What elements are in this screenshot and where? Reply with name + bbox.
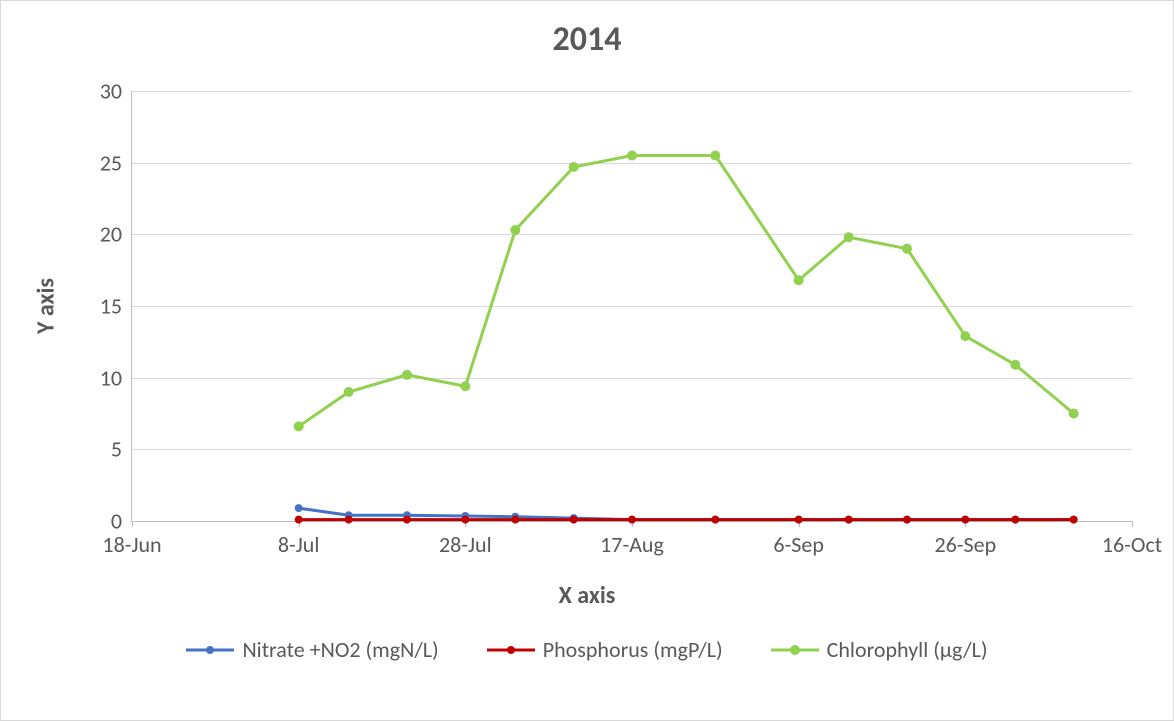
- x-tick-label: 28-Jul: [439, 521, 492, 558]
- x-tick-label: 6-Sep: [773, 521, 824, 558]
- series-marker: [570, 516, 578, 524]
- series-marker: [902, 244, 912, 254]
- series-marker: [627, 151, 637, 161]
- series-marker: [960, 331, 970, 341]
- x-tick-label: 17-Aug: [600, 521, 664, 558]
- chart-svg: [132, 91, 1132, 521]
- x-tick-label: 8-Jul: [278, 521, 320, 558]
- x-tick-label: 18-Jun: [102, 521, 161, 558]
- legend-item: Nitrate +NO2 (mgN/L): [186, 636, 438, 663]
- series-marker: [1069, 409, 1079, 419]
- series-marker: [569, 162, 579, 172]
- y-tick-label: 30: [100, 78, 132, 105]
- series-marker: [294, 421, 304, 431]
- legend-label: Nitrate +NO2 (mgN/L): [242, 636, 438, 663]
- legend-swatch: [186, 638, 234, 662]
- series-line: [299, 508, 1074, 519]
- series-marker: [403, 516, 411, 524]
- y-tick-label: 10: [100, 364, 132, 391]
- series-marker: [710, 151, 720, 161]
- series-marker: [795, 516, 803, 524]
- legend-swatch: [771, 638, 819, 662]
- y-axis-title: Y axis: [32, 278, 61, 334]
- legend-item: Phosphorus (mgP/L): [487, 636, 723, 663]
- series-marker: [845, 516, 853, 524]
- legend: Nitrate +NO2 (mgN/L) Phosphorus (mgP/L) Ch…: [1, 636, 1173, 663]
- legend-label: Chlorophyll (µg/L): [827, 636, 988, 663]
- series-marker: [628, 516, 636, 524]
- legend-swatch: [487, 638, 535, 662]
- series-marker: [1011, 516, 1019, 524]
- series-marker: [961, 516, 969, 524]
- chart-title: 2014: [1, 19, 1173, 60]
- chart-container: 2014 Y axis 05101520253018-Jun8-Jul28-Ju…: [0, 0, 1174, 721]
- plot-area: 05101520253018-Jun8-Jul28-Jul17-Aug6-Sep…: [131, 91, 1132, 522]
- series-marker: [460, 381, 470, 391]
- series-marker: [903, 516, 911, 524]
- y-tick-label: 5: [111, 436, 132, 463]
- y-tick-label: 25: [100, 149, 132, 176]
- series-marker: [345, 516, 353, 524]
- series-marker: [794, 275, 804, 285]
- series-line: [299, 156, 1074, 427]
- x-axis-title: X axis: [1, 581, 1173, 610]
- series-marker: [511, 516, 519, 524]
- legend-item: Chlorophyll (µg/L): [771, 636, 988, 663]
- series-marker: [295, 504, 303, 512]
- x-tick-label: 26-Sep: [935, 521, 997, 558]
- series-marker: [711, 516, 719, 524]
- series-marker: [1070, 516, 1078, 524]
- y-tick-label: 20: [100, 221, 132, 248]
- series-marker: [844, 232, 854, 242]
- series-marker: [1010, 360, 1020, 370]
- legend-label: Phosphorus (mgP/L): [543, 636, 723, 663]
- series-marker: [402, 370, 412, 380]
- series-marker: [510, 225, 520, 235]
- series-marker: [344, 387, 354, 397]
- series-marker: [461, 516, 469, 524]
- series-marker: [295, 516, 303, 524]
- y-tick-label: 15: [100, 293, 132, 320]
- x-tick-label: 16-Oct: [1102, 521, 1162, 558]
